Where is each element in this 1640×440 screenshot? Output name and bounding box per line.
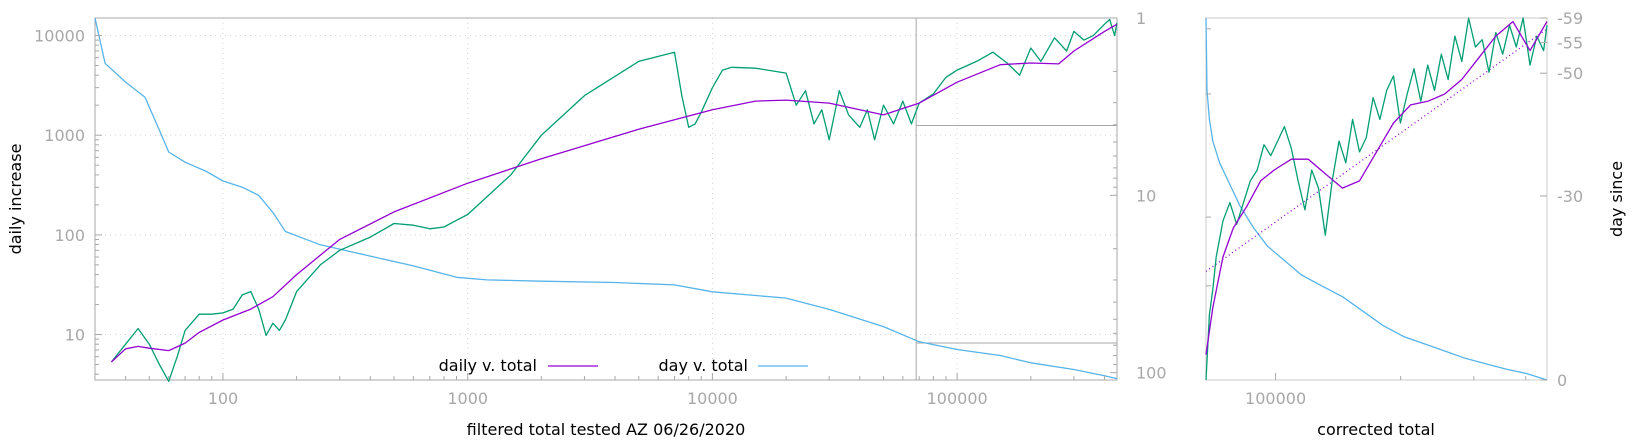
main-plot-series: [94, 17, 1118, 382]
inset-y2-tick-label: -30: [1557, 187, 1583, 206]
main-y2-tick-label: 100: [1136, 364, 1167, 383]
main-y-tick-label: 10: [65, 326, 85, 345]
legend-label-day: day v. total: [659, 356, 749, 375]
inset-x-axis-title: corrected total: [1317, 420, 1435, 439]
inset-y2-axis-title: day since: [1607, 161, 1626, 237]
main-y2-tick-label: 1: [1136, 9, 1146, 28]
main-y-axis-title: daily increase: [6, 144, 25, 255]
inset-axis-ticks: 100000 -59 -55 -50 -30 0: [1206, 9, 1583, 408]
main-series-line-raw: [110, 18, 1118, 382]
inset-plot-frame: [1205, 17, 1548, 381]
inset-y2-tick-label: -50: [1557, 64, 1583, 83]
inset-indicator-lines: [915, 18, 1117, 380]
inset-x-tick-label: 100000: [1245, 389, 1306, 408]
main-y-tick-label: 100: [54, 226, 85, 245]
main-x-tick-label: 10000: [687, 389, 738, 408]
inset-series-line-day: [1205, 17, 1548, 381]
main-y2-tick-label: 10: [1136, 186, 1156, 205]
main-axis-ticks: 100 1000 10000 100000 10 100 1000 10000 1 10 100: [34, 9, 1166, 408]
legend: daily v. total day v. total: [439, 356, 808, 375]
inset-y2-tick-label: 0: [1557, 371, 1567, 390]
main-y-tick-label: 10000: [34, 27, 85, 46]
legend-label-fit: daily v. total: [439, 356, 537, 375]
inset-y2-tick-label: -59: [1557, 9, 1583, 28]
main-x-tick-label: 1000: [447, 389, 488, 408]
inset-plot-series: [1205, 17, 1548, 381]
main-series-line-fit: [110, 23, 1118, 363]
inset-series-line-fit: [1205, 20, 1548, 355]
main-gridlines: [95, 18, 1117, 380]
main-x-tick-label: 100000: [927, 389, 988, 408]
inset-series-line-trend: [1205, 28, 1548, 272]
inset-series-line-raw: [1205, 17, 1548, 381]
main-x-axis-title: filtered total tested AZ 06/26/2020: [467, 420, 746, 439]
main-y-tick-label: 1000: [44, 126, 85, 145]
inset-y2-tick-label: -55: [1557, 34, 1583, 53]
main-series-line-day: [94, 17, 1118, 380]
main-plot-frame: [94, 17, 1118, 381]
main-x-tick-label: 100: [208, 389, 239, 408]
